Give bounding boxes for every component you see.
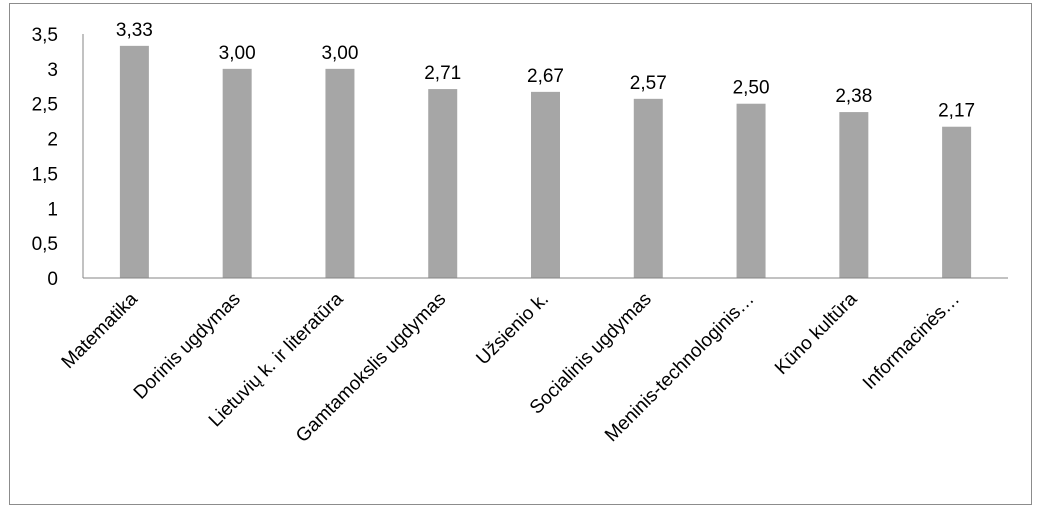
- bar: [633, 98, 663, 278]
- bar: [325, 68, 355, 278]
- y-tick-label: 1: [47, 199, 58, 220]
- bar: [736, 103, 766, 278]
- category-label: Informacinės…: [859, 289, 964, 394]
- bar: [428, 89, 458, 279]
- bar: [531, 91, 560, 278]
- category-label: Matematika: [58, 288, 143, 373]
- y-tick-label: 3,5: [32, 25, 58, 46]
- data-label: 2,67: [527, 66, 564, 87]
- data-labels: 3,33 3,00 3,00 2,71 2,67 2,57 2,50 2,38 2,17: [116, 20, 975, 122]
- data-label: 3,00: [321, 43, 358, 64]
- data-label: 2,71: [424, 63, 461, 84]
- data-label: 2,50: [733, 78, 770, 99]
- y-tick-label: 2,5: [32, 95, 58, 116]
- bars: [119, 45, 972, 279]
- bar: [942, 126, 972, 278]
- category-label: Užsienio k.: [472, 289, 553, 370]
- bar: [222, 68, 252, 278]
- y-tick-label: 2: [47, 130, 58, 151]
- bar: [839, 112, 869, 278]
- category-label: Dorinis ugdymas: [130, 289, 245, 404]
- y-tick-label: 3: [47, 60, 58, 81]
- y-tick-label: 0,5: [32, 234, 58, 255]
- y-tick-label: 0: [47, 269, 58, 290]
- data-label: 3,33: [116, 20, 153, 41]
- data-label: 2,38: [835, 86, 872, 107]
- data-label: 2,57: [630, 73, 667, 94]
- category-label: Kūno kultūra: [771, 288, 862, 379]
- axes: [82, 34, 1008, 279]
- y-tick-label: 1,5: [32, 164, 58, 185]
- data-label: 3,00: [219, 43, 256, 64]
- bar: [119, 45, 149, 279]
- data-label: 2,17: [938, 101, 975, 122]
- y-axis-ticks: 0 0,5 1 1,5 2 2,5 3 3,5: [32, 25, 58, 290]
